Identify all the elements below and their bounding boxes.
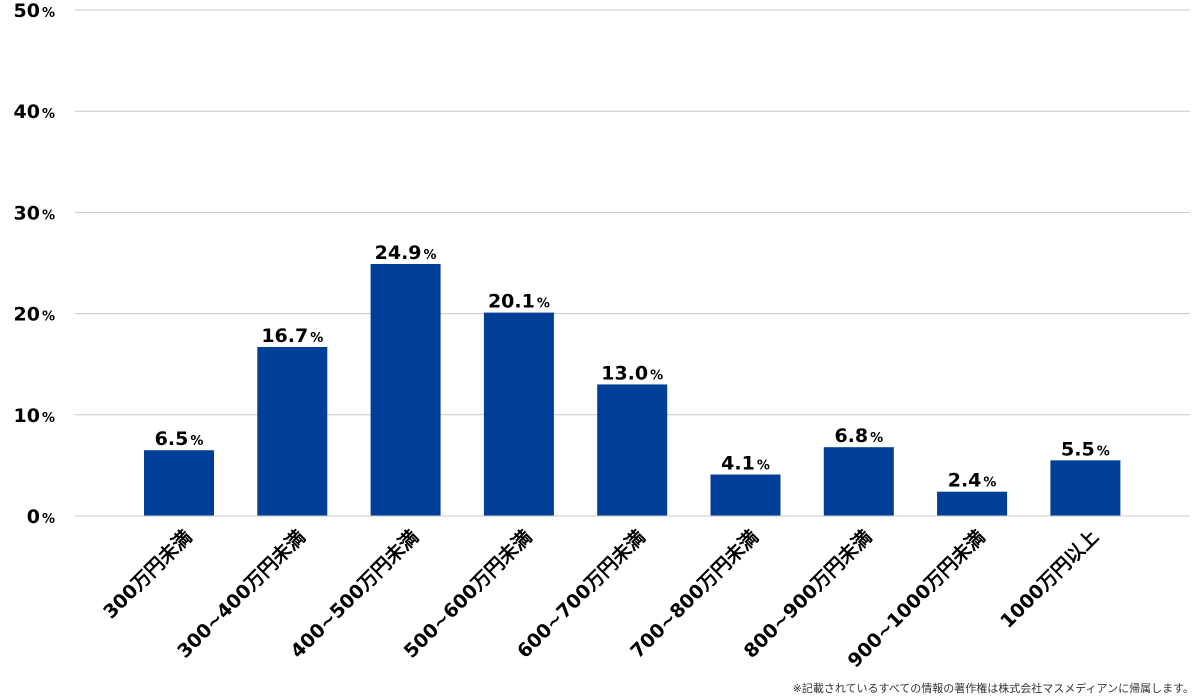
x-category-label: 300万円未満	[98, 525, 196, 623]
data-label: 2.4%	[948, 470, 997, 492]
bar	[937, 491, 1008, 516]
x-category-label: 700~800万円未満	[626, 525, 763, 662]
bar	[144, 450, 214, 516]
bar	[257, 346, 328, 516]
x-category-label: 300~400万円未満	[172, 525, 309, 662]
x-category-label: 1000万円以上	[996, 526, 1103, 633]
bar	[710, 474, 781, 516]
data-label: 20.1%	[488, 291, 550, 313]
x-category-label: 500~600万円未満	[399, 525, 536, 662]
copyright-footnote: ※記載されているすべての情報の著作権は株式会社マスメディアンに帰属します。	[792, 682, 1194, 695]
bar	[823, 447, 894, 516]
data-label: 6.8%	[834, 425, 883, 447]
y-tick-label: 40%	[14, 101, 55, 123]
data-label: 5.5%	[1061, 438, 1110, 460]
y-tick-label: 30%	[14, 202, 55, 224]
bar	[1050, 460, 1121, 516]
x-category-label: 600~700万円未満	[512, 525, 649, 662]
data-label: 13.0%	[601, 362, 663, 384]
y-tick-label: 20%	[14, 304, 55, 326]
y-tick-label: 10%	[14, 405, 55, 427]
data-label: 4.1%	[721, 453, 770, 475]
bar	[597, 384, 668, 516]
data-label: 16.7%	[261, 325, 323, 347]
y-tick-label: 50%	[14, 0, 55, 22]
y-tick-label: 0%	[27, 506, 55, 528]
x-category-label: 800~900万円未満	[739, 525, 876, 662]
data-label: 6.5%	[155, 428, 204, 450]
x-category-label: 400~500万円未満	[286, 525, 423, 662]
bar	[483, 312, 554, 516]
data-label: 24.9%	[375, 242, 437, 264]
bar	[370, 264, 441, 516]
